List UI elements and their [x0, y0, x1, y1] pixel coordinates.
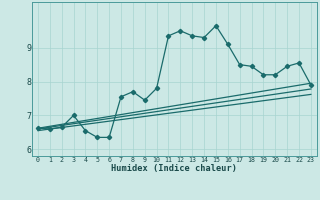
X-axis label: Humidex (Indice chaleur): Humidex (Indice chaleur): [111, 164, 237, 173]
